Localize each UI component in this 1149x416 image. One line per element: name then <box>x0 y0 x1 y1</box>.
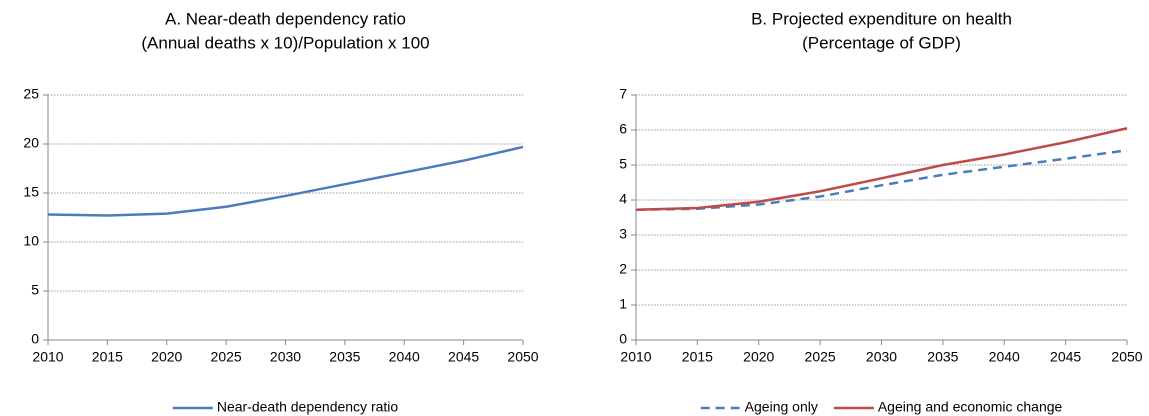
chart-subtitle: (Annual deaths x 10)/Population x 100 <box>141 33 429 52</box>
y-tick-label: 20 <box>23 135 39 151</box>
x-tick-label: 2045 <box>1050 349 1081 365</box>
x-tick-label: 2015 <box>682 349 713 365</box>
chart-subtitle: (Percentage of GDP) <box>802 33 961 52</box>
y-tick-label: 5 <box>619 156 627 172</box>
x-tick-label: 2035 <box>927 349 958 365</box>
x-tick-label: 2010 <box>620 349 651 365</box>
x-tick-label: 2025 <box>211 349 242 365</box>
x-tick-label: 2050 <box>507 349 538 365</box>
series-line <box>47 145 524 217</box>
y-tick-label: 25 <box>23 86 39 102</box>
x-tick-label: 2030 <box>270 349 301 365</box>
y-tick-label: 4 <box>619 191 627 207</box>
y-tick-label: 0 <box>31 331 39 347</box>
y-tick-label: 5 <box>31 282 39 298</box>
x-tick-label: 2025 <box>805 349 836 365</box>
y-tick-label: 15 <box>23 184 39 200</box>
x-tick-label: 2030 <box>866 349 897 365</box>
series-line <box>635 127 1128 212</box>
x-tick-label: 2045 <box>448 349 479 365</box>
y-tick-label: 0 <box>619 331 627 347</box>
y-tick-label: 10 <box>23 233 39 249</box>
y-tick-label: 1 <box>619 296 627 312</box>
x-tick-label: 2020 <box>743 349 774 365</box>
chart-title: A. Near-death dependency ratio <box>165 9 406 28</box>
y-tick-label: 3 <box>619 226 627 242</box>
series-line <box>635 149 1128 212</box>
y-tick-label: 2 <box>619 261 627 277</box>
y-tick-label: 6 <box>619 121 627 137</box>
legend-label: Near-death dependency ratio <box>217 399 399 415</box>
chart-title: B. Projected expenditure on health <box>751 9 1012 28</box>
y-tick-label: 7 <box>619 86 627 102</box>
x-tick-label: 2040 <box>989 349 1020 365</box>
legend-label: Ageing and economic change <box>878 399 1063 415</box>
x-tick-label: 2020 <box>151 349 182 365</box>
legend-label: Ageing only <box>745 399 818 415</box>
x-tick-label: 2010 <box>32 349 63 365</box>
x-tick-label: 2015 <box>92 349 123 365</box>
x-tick-label: 2040 <box>389 349 420 365</box>
x-tick-label: 2035 <box>329 349 360 365</box>
x-tick-label: 2050 <box>1111 349 1142 365</box>
